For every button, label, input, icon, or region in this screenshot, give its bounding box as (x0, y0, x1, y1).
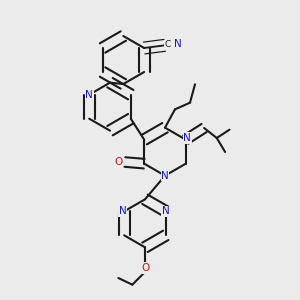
Text: O: O (141, 263, 149, 273)
Text: N: N (161, 171, 169, 181)
Text: N: N (174, 39, 182, 49)
Text: N: N (183, 133, 191, 143)
Text: N: N (119, 206, 127, 216)
Text: N: N (162, 206, 170, 216)
Text: O: O (114, 157, 122, 167)
Text: N: N (85, 90, 93, 100)
Text: C: C (164, 40, 171, 49)
